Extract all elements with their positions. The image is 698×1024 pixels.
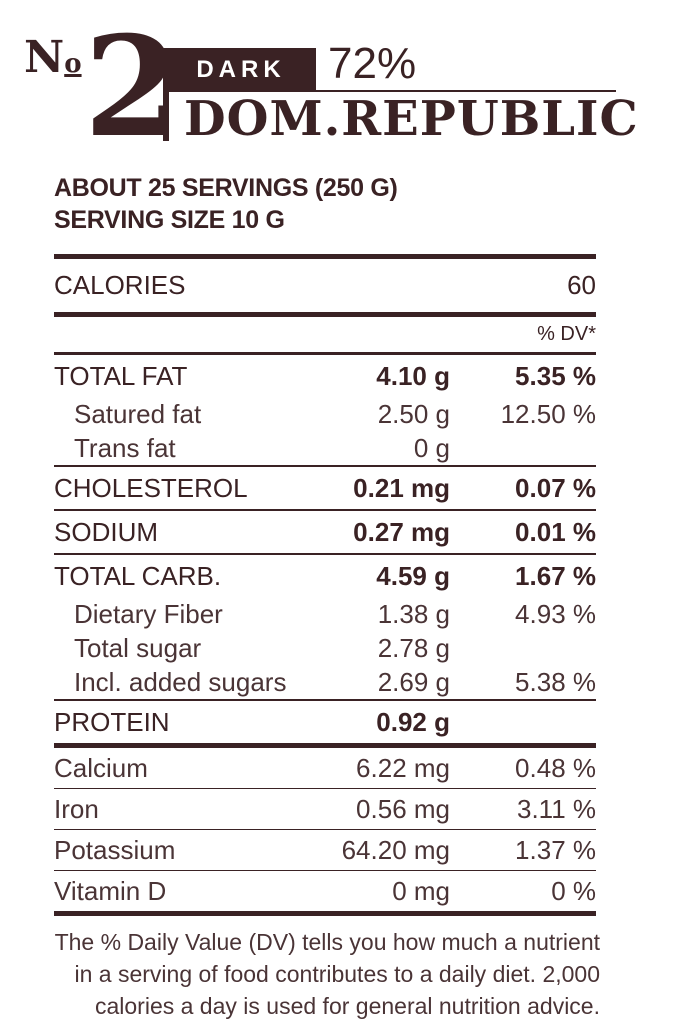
serving-size: SERVING SIZE 10 G — [54, 206, 285, 234]
row-divider — [54, 788, 596, 789]
footnote-line: in a serving of food contributes to a da… — [74, 961, 601, 987]
nutrient-label: CHOLESTEROL — [54, 472, 248, 503]
daily-value-footnote: The % Daily Value (DV) tells you how muc… — [40, 926, 600, 1022]
origin-title: DOM.REPUBLIC — [184, 91, 639, 147]
mineral-dv: 3.11 % — [516, 793, 596, 824]
calories-value: 60 — [567, 270, 596, 300]
thick-divider — [54, 743, 596, 748]
cocoa-percentage: 72% — [328, 39, 417, 88]
nutrient-label: TOTAL CARB. — [54, 560, 222, 591]
mineral-dv: 0 % — [551, 875, 596, 906]
nutrient-row-total-carb: TOTAL CARB. 4.59 g 1.67 % — [54, 555, 596, 597]
nutrient-amount: 2.69 g — [377, 666, 450, 697]
row-divider — [54, 699, 596, 701]
footnote-line: The % Daily Value (DV) tells you how muc… — [54, 929, 600, 955]
mineral-row-vitamin-d: Vitamin D 0 mg 0 % — [54, 871, 596, 911]
row-divider — [54, 465, 596, 467]
dv-column-header: % DV* — [537, 323, 596, 345]
nutrient-label: PROTEIN — [54, 706, 170, 737]
number-sign: No — [24, 32, 82, 83]
row-divider — [54, 829, 596, 830]
nutrient-dv: 5.38 % — [515, 666, 596, 697]
mineral-amount: 0 mg — [392, 875, 450, 906]
mineral-amount: 6.22 mg — [356, 752, 450, 783]
row-divider — [54, 870, 596, 871]
nutrient-amount: 0.92 g — [376, 706, 450, 737]
row-divider — [54, 509, 596, 511]
nutrient-amount: 4.10 g — [376, 360, 450, 391]
nutrient-row-sodium: SODIUM 0.27 mg 0.01 % — [54, 511, 596, 553]
thick-divider — [54, 312, 596, 317]
thick-divider — [54, 911, 596, 916]
mineral-dv: 1.37 % — [515, 834, 596, 865]
nutrient-label: Dietary Fiber — [74, 598, 223, 629]
nutrient-dv: 1.67 % — [515, 560, 596, 591]
mineral-row-iron: Iron 0.56 mg 3.11 % — [54, 789, 596, 829]
nutrient-label: Total sugar — [74, 632, 202, 663]
nutrient-row-added-sugars: Incl. added sugars 2.69 g 5.38 % — [54, 665, 596, 699]
mineral-row-potassium: Potassium 64.20 mg 1.37 % — [54, 830, 596, 870]
nutrition-facts-panel: ABOUT 25 SERVINGS (250 G) SERVING SIZE 1… — [54, 172, 596, 916]
footnote-line: calories a day is used for general nutri… — [94, 993, 600, 1019]
mineral-label: Vitamin D — [54, 875, 167, 906]
nutrient-row-total-sugar: Total sugar 2.78 g — [54, 631, 596, 665]
calories-label: CALORIES — [54, 270, 186, 300]
nutrient-label: Satured fat — [74, 398, 202, 429]
nutrient-dv: 12.50 % — [500, 398, 596, 429]
nutrient-label: SODIUM — [54, 516, 158, 547]
nutrient-label: Incl. added sugars — [74, 666, 287, 697]
nutrient-amount: 4.59 g — [376, 560, 450, 591]
servings-per-container: ABOUT 25 SERVINGS (250 G) — [54, 174, 398, 202]
thick-divider — [54, 352, 596, 355]
nutrient-dv: 5.35 % — [515, 360, 596, 391]
mineral-label: Calcium — [54, 752, 148, 783]
nutrient-dv: 4.93 % — [515, 598, 596, 629]
nutrient-dv: 0.01 % — [515, 516, 596, 547]
chocolate-type-badge: DARK — [166, 48, 316, 91]
vertical-divider — [163, 48, 169, 141]
header-divider — [166, 90, 616, 92]
mineral-amount: 64.20 mg — [341, 834, 450, 865]
nutrient-amount: 0.27 mg — [353, 516, 450, 547]
nutrient-amount: 2.78 g — [377, 632, 450, 663]
nutrient-amount: 0 g — [413, 432, 450, 463]
mineral-amount: 0.56 mg — [356, 793, 450, 824]
brand-header: No 2 DARK 72% DOM.REPUBLIC — [0, 0, 698, 170]
nutrient-label: TOTAL FAT — [54, 360, 188, 391]
nutrient-amount: 1.38 g — [377, 598, 450, 629]
calories-row: CALORIES 60 — [54, 259, 596, 312]
nutrient-row-dietary-fiber: Dietary Fiber 1.38 g 4.93 % — [54, 597, 596, 631]
nutrient-amount: 0.21 mg — [353, 472, 450, 503]
nutrient-row-total-fat: TOTAL FAT 4.10 g 5.35 % — [54, 355, 596, 397]
nutrient-dv: 0.07 % — [515, 472, 596, 503]
nutrient-row-saturated-fat: Satured fat 2.50 g 12.50 % — [54, 397, 596, 431]
mineral-row-calcium: Calcium 6.22 mg 0.48 % — [54, 748, 596, 788]
thick-divider — [54, 254, 596, 259]
nutrient-row-trans-fat: Trans fat 0 g — [54, 431, 596, 465]
row-divider — [54, 553, 596, 555]
mineral-label: Potassium — [54, 834, 176, 865]
nutrient-label: Trans fat — [74, 432, 176, 463]
nutrient-amount: 2.50 g — [377, 398, 450, 429]
mineral-label: Iron — [54, 793, 99, 824]
nutrient-row-protein: PROTEIN 0.92 g — [54, 701, 596, 743]
mineral-dv: 0.48 % — [515, 752, 596, 783]
nutrient-row-cholesterol: CHOLESTEROL 0.21 mg 0.07 % — [54, 467, 596, 509]
